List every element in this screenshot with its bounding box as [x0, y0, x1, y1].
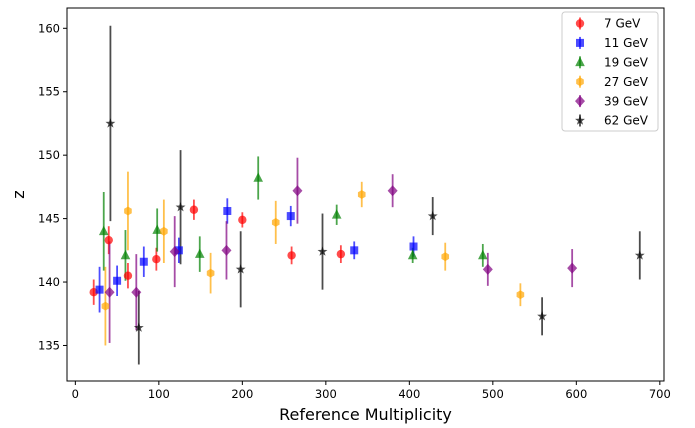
legend-label: 11 GeV	[604, 36, 649, 50]
legend-label: 39 GeV	[604, 94, 649, 108]
plot-frame	[66, 7, 665, 382]
point-11-gev	[113, 276, 122, 285]
point-62-gev	[133, 322, 144, 332]
legend-label: 27 GeV	[604, 75, 649, 89]
point-19-gev	[120, 249, 131, 260]
legend-marker-62-gev	[575, 115, 585, 125]
x-tick-label: 400	[398, 387, 420, 401]
legend-label: 19 GeV	[604, 56, 649, 70]
point-62-gev	[537, 311, 548, 321]
point-27-gev	[441, 252, 450, 262]
point-7-gev	[238, 215, 247, 225]
point-7-gev	[104, 235, 113, 245]
x-tick-label: 100	[148, 387, 170, 401]
point-62-gev	[317, 246, 328, 256]
x-axis-ticks: 0 100 200 300 400 500 600 700	[72, 381, 671, 401]
legend-marker-19-gev	[575, 56, 585, 67]
y-tick-label: 155	[38, 85, 60, 99]
point-27-gev	[271, 218, 280, 227]
y-tick-label: 135	[38, 338, 60, 352]
legend-item-62-gev: 62 GeV	[575, 114, 649, 128]
point-7-gev	[287, 251, 296, 260]
legend-item-19-gev: 19 GeV	[575, 56, 649, 70]
x-tick-label: 300	[315, 387, 337, 401]
legend-marker-27-gev	[576, 77, 584, 87]
legend-marker-11-gev	[576, 38, 584, 47]
point-19-gev	[407, 249, 418, 260]
point-62-gev	[105, 118, 116, 128]
point-19-gev	[253, 172, 264, 182]
point-19-gev	[98, 225, 109, 236]
y-axis-ticks: 135 140 145 150 155 160	[38, 21, 67, 352]
point-11-gev	[95, 285, 104, 294]
point-62-gev	[634, 250, 645, 260]
point-62-gev	[175, 201, 186, 212]
point-11-gev	[174, 246, 183, 255]
y-tick-label: 140	[38, 275, 60, 289]
y-tick-label: 145	[38, 212, 60, 226]
legend-item-11-gev: 11 GeV	[576, 36, 649, 50]
point-11-gev	[139, 257, 148, 266]
point-19-gev	[331, 209, 342, 219]
y-tick-label: 160	[38, 21, 60, 35]
marker-layer	[89, 118, 645, 332]
point-27-gev	[101, 301, 110, 311]
legend-label: 62 GeV	[604, 114, 649, 128]
legend-marker-7-gev	[575, 19, 585, 28]
point-11-gev	[409, 242, 418, 251]
y-tick-label: 150	[38, 148, 60, 162]
point-19-gev	[152, 224, 162, 234]
legend-marker-39-gev	[575, 95, 585, 107]
point-39-gev	[482, 263, 493, 275]
point-39-gev	[104, 286, 115, 298]
point-39-gev	[131, 286, 142, 298]
x-axis-label: Reference Multiplicity	[279, 405, 452, 424]
point-39-gev	[292, 185, 303, 197]
point-62-gev	[427, 210, 438, 221]
point-27-gev	[206, 268, 215, 278]
legend-box	[561, 11, 659, 132]
point-39-gev	[221, 244, 232, 256]
point-27-gev	[516, 290, 525, 300]
x-tick-label: 600	[565, 387, 587, 401]
errorbar-layer	[92, 25, 641, 365]
point-39-gev	[387, 185, 398, 197]
x-tick-label: 500	[482, 387, 504, 401]
legend-item-27-gev: 27 GeV	[576, 75, 649, 89]
point-27-gev	[124, 206, 132, 216]
point-27-gev	[160, 226, 168, 236]
legend-item-39-gev: 39 GeV	[575, 94, 649, 108]
y-axis-label: z	[9, 190, 28, 198]
point-11-gev	[223, 206, 232, 215]
point-39-gev	[567, 262, 578, 274]
point-7-gev	[336, 249, 346, 259]
point-7-gev	[123, 271, 133, 280]
legend-item-7-gev: 7 GeV	[575, 17, 641, 31]
legend-label: 7 GeV	[604, 17, 641, 31]
x-tick-label: 700	[649, 387, 671, 401]
point-62-gev	[235, 264, 246, 274]
x-tick-label: 0	[72, 387, 79, 401]
point-27-gev	[357, 190, 366, 199]
point-11-gev	[350, 246, 359, 255]
point-39-gev	[169, 246, 180, 258]
x-tick-label: 200	[231, 387, 253, 401]
point-19-gev	[194, 248, 205, 258]
point-19-gev	[478, 249, 488, 260]
point-7-gev	[152, 255, 161, 264]
legend: 7 GeV 11 GeV 19 GeV 27 GeV 39 GeV 62 GeV	[561, 11, 659, 132]
point-7-gev	[189, 205, 199, 214]
point-11-gev	[286, 212, 295, 221]
